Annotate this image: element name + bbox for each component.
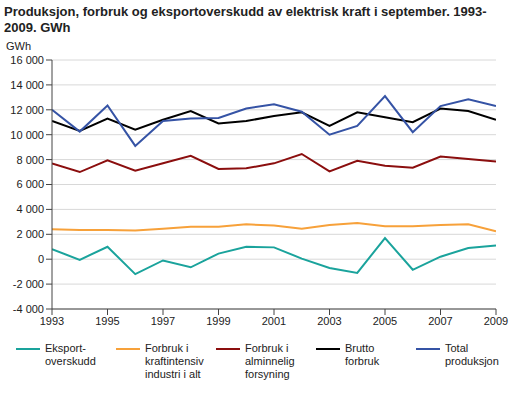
svg-text:14 000: 14 000 [10, 79, 44, 91]
svg-text:2007: 2007 [428, 315, 452, 327]
svg-text:8 000: 8 000 [16, 154, 44, 166]
svg-text:2005: 2005 [373, 315, 397, 327]
svg-text:6 000: 6 000 [16, 178, 44, 190]
html-text:Produksjon, forbruk og eksport: Produksjon, forbruk og eksportoverskudd … [4, 4, 487, 35]
svg-text:2003: 2003 [317, 315, 341, 327]
html-text:Eksport- overskudd: Eksport- overskudd [45, 342, 96, 367]
svg-text:2001: 2001 [262, 315, 286, 327]
svg-text:12 000: 12 000 [10, 104, 44, 116]
html-text:Forbruk i kraftintensiv indust: Forbruk i kraftintensiv industri i alt [145, 342, 204, 380]
svg-text:0: 0 [38, 253, 44, 265]
svg-text:4 000: 4 000 [16, 203, 44, 215]
svg-text:1995: 1995 [95, 315, 119, 327]
svg-text:-4 000: -4 000 [13, 303, 44, 315]
svg-text:16 000: 16 000 [10, 54, 44, 66]
html-text:GWh: GWh [6, 40, 32, 52]
svg-text:1993: 1993 [40, 315, 64, 327]
html-text:Brutto forbruk: Brutto forbruk [345, 342, 380, 367]
svg-text:1997: 1997 [151, 315, 175, 327]
html-text:Total produksjon: Total produksjon [445, 342, 499, 367]
html-text:Forbruk i alminnelig forsyning: Forbruk i alminnelig forsyning [245, 342, 295, 380]
svg-text:2009: 2009 [484, 315, 502, 327]
svg-text:1999: 1999 [206, 315, 230, 327]
svg-text:2 000: 2 000 [16, 228, 44, 240]
svg-text:-2 000: -2 000 [13, 278, 44, 290]
svg-text:10 000: 10 000 [10, 129, 44, 141]
